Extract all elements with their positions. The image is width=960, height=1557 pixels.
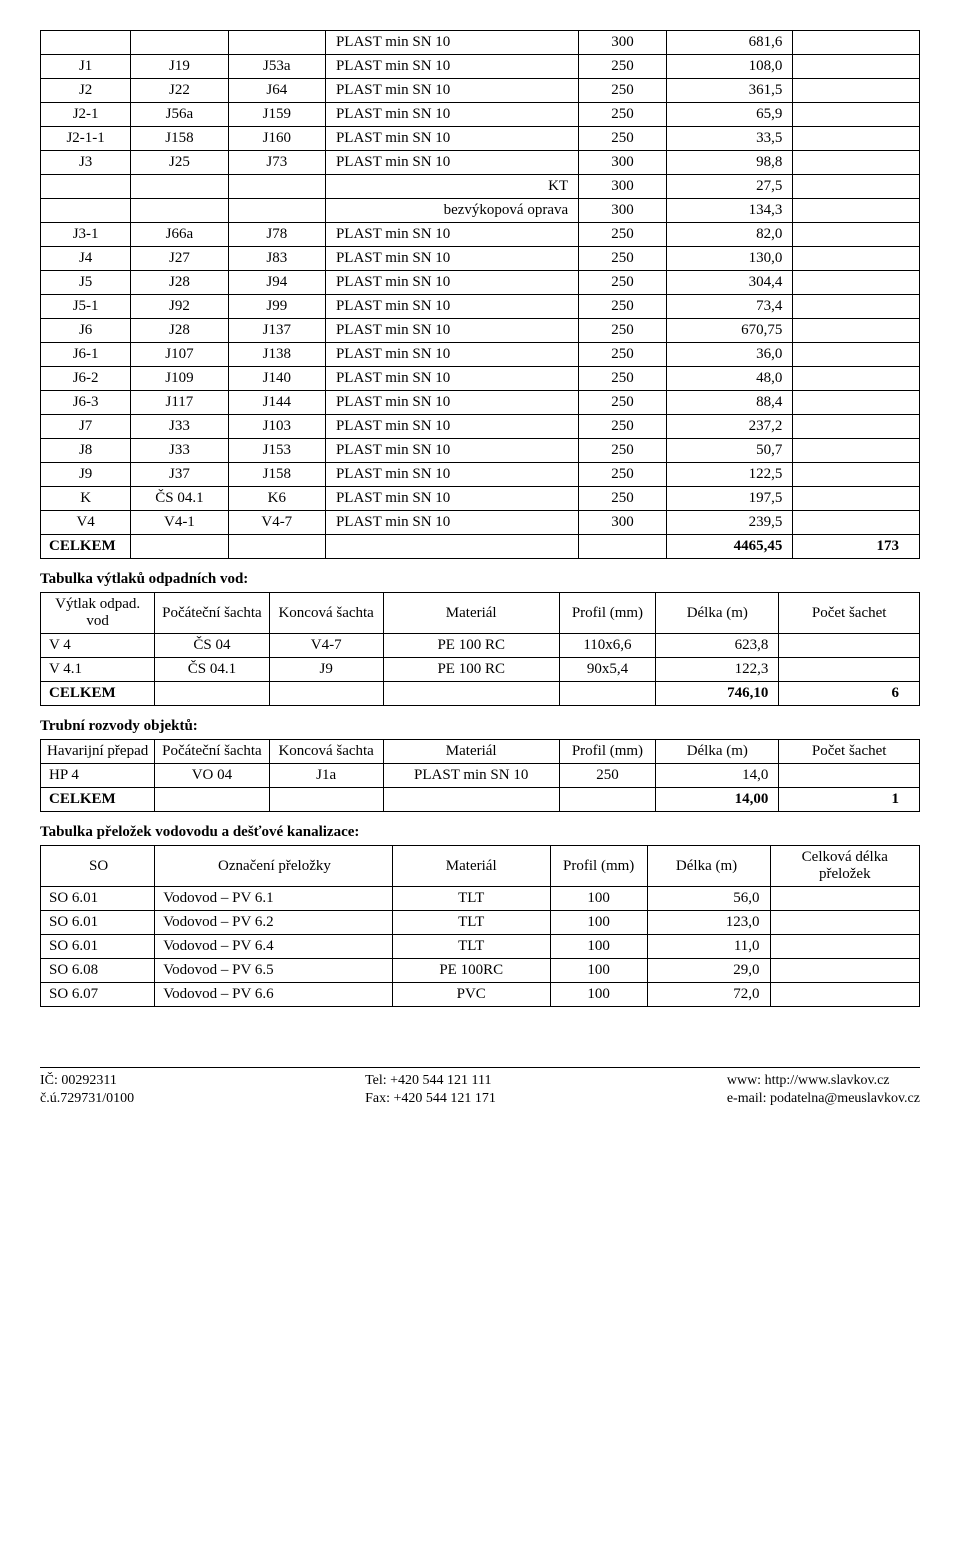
table-header-row: Havarijní přepadPočáteční šachtaKoncová … — [41, 740, 920, 764]
table-row: SO 6.01Vodovod – PV 6.4TLT10011,0 — [41, 935, 920, 959]
table-row: PLAST min SN 10300681,6 — [41, 31, 920, 55]
footer-fax: Fax: +420 544 121 171 — [365, 1091, 496, 1106]
table-row: SO 6.07Vodovod – PV 6.6PVC10072,0 — [41, 983, 920, 1007]
table-row: J8J33J153PLAST min SN 1025050,7 — [41, 439, 920, 463]
table-row: V 4.1ČS 04.1J9PE 100 RC90x5,4122,3 — [41, 658, 920, 682]
table-row: J6J28J137PLAST min SN 10250670,75 — [41, 319, 920, 343]
footer-www: www: http://www.slavkov.cz — [727, 1073, 890, 1088]
footer-cu: č.ú.729731/0100 — [40, 1091, 134, 1106]
table-row: J5-1J92J99PLAST min SN 1025073,4 — [41, 295, 920, 319]
table-vytlaky: Výtlak odpad. vodPočáteční šachtaKoncová… — [40, 592, 920, 706]
table-row: SO 6.01Vodovod – PV 6.2TLT100123,0 — [41, 911, 920, 935]
table-row: V 4ČS 04V4-7PE 100 RC110x6,6623,8 — [41, 634, 920, 658]
table-row: J4J27J83PLAST min SN 10250130,0 — [41, 247, 920, 271]
table-row: J6-3J117J144PLAST min SN 1025088,4 — [41, 391, 920, 415]
table-row: J2-1J56aJ159PLAST min SN 1025065,9 — [41, 103, 920, 127]
table-total-row: CELKEM746,106 — [41, 682, 920, 706]
table-row: V4V4-1V4-7PLAST min SN 10300239,5 — [41, 511, 920, 535]
section2-title: Tabulka výtlaků odpadních vod: — [40, 571, 920, 588]
table-header-row: SOOznačení přeložkyMateriálProfil (mm)Dé… — [41, 846, 920, 887]
section3-title: Trubní rozvody objektů: — [40, 718, 920, 735]
table-row: J3J25J73PLAST min SN 1030098,8 — [41, 151, 920, 175]
table-row: KČS 04.1K6PLAST min SN 10250197,5 — [41, 487, 920, 511]
table-row: J5J28J94PLAST min SN 10250304,4 — [41, 271, 920, 295]
table-total-row: CELKEM14,001 — [41, 788, 920, 812]
table-row: J7J33J103PLAST min SN 10250237,2 — [41, 415, 920, 439]
table-main: PLAST min SN 10300681,6J1J19J53aPLAST mi… — [40, 30, 920, 559]
table-row: SO 6.01Vodovod – PV 6.1TLT10056,0 — [41, 887, 920, 911]
table-row: bezvýkopová oprava300134,3 — [41, 199, 920, 223]
table-row: J2J22J64PLAST min SN 10250361,5 — [41, 79, 920, 103]
footer-ic: IČ: 00292311 — [40, 1073, 117, 1088]
table-row: SO 6.08Vodovod – PV 6.5PE 100RC10029,0 — [41, 959, 920, 983]
table-total-row: CELKEM4465,45173 — [41, 535, 920, 559]
section4-title: Tabulka přeložek vodovodu a dešťové kana… — [40, 824, 920, 841]
table-trubni: Havarijní přepadPočáteční šachtaKoncová … — [40, 739, 920, 812]
table-row: J2-1-1J158J160PLAST min SN 1025033,5 — [41, 127, 920, 151]
table-row: J6-1J107J138PLAST min SN 1025036,0 — [41, 343, 920, 367]
table-prelozky: SOOznačení přeložkyMateriálProfil (mm)Dé… — [40, 845, 920, 1007]
footer-email: e-mail: podatelna@meuslavkov.cz — [727, 1091, 920, 1106]
table-row: J3-1J66aJ78PLAST min SN 1025082,0 — [41, 223, 920, 247]
table-header-row: Výtlak odpad. vodPočáteční šachtaKoncová… — [41, 593, 920, 634]
table-row: J6-2J109J140PLAST min SN 1025048,0 — [41, 367, 920, 391]
footer-tel: Tel: +420 544 121 111 — [365, 1073, 491, 1088]
table-row: J1J19J53aPLAST min SN 10250108,0 — [41, 55, 920, 79]
footer: IČ: 00292311 č.ú.729731/0100 Tel: +420 5… — [40, 1067, 920, 1108]
table-row: HP 4VO 04J1aPLAST min SN 1025014,0 — [41, 764, 920, 788]
table-row: J9J37J158PLAST min SN 10250122,5 — [41, 463, 920, 487]
table-row: KT30027,5 — [41, 175, 920, 199]
